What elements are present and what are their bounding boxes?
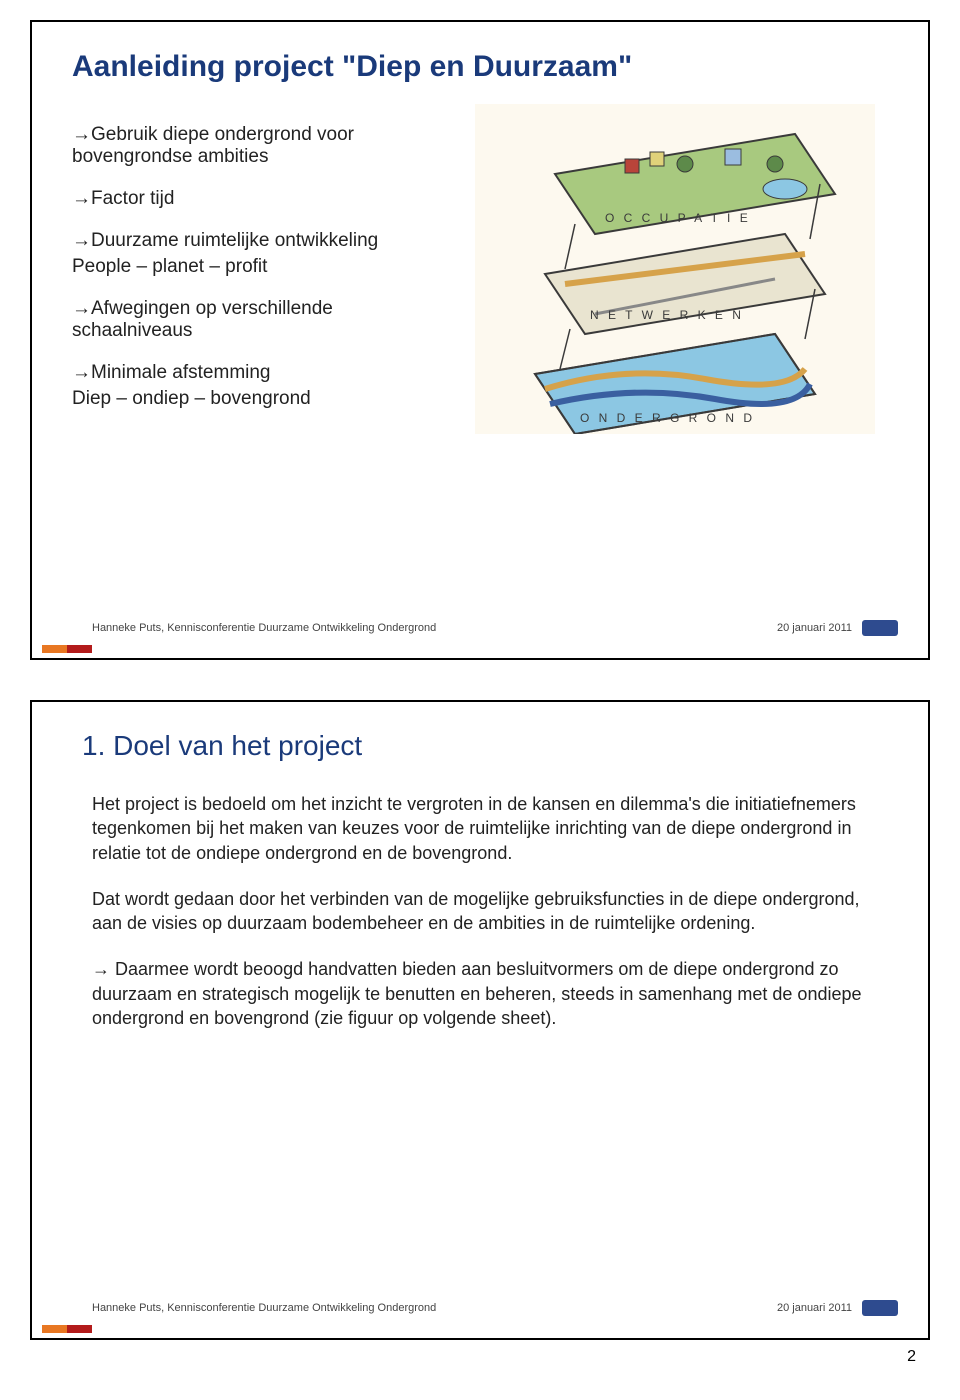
bullet-3-sub: People – planet – profit (72, 256, 432, 278)
slide2-body: Het project is bedoeld om het inzicht te… (32, 782, 928, 1030)
bullet-5: Minimale afstemming (72, 362, 432, 384)
slide2-p1: Het project is bedoeld om het inzicht te… (92, 792, 868, 865)
accent-bar (42, 640, 92, 648)
slide1-figure-container: O C C U P A T I E N E T W E R K E N O (462, 104, 888, 434)
layer-ondergrond: O N D E R G R O N D (535, 334, 815, 434)
slide1-bullets: Gebruik diepe ondergrond voor bovengrond… (72, 104, 432, 434)
page-number: 2 (907, 1348, 916, 1366)
slide-1: Aanleiding project "Diep en Duurzaam" Ge… (30, 20, 930, 660)
slide2-footer: Hanneke Puts, Kennisconferentie Duurzame… (92, 1300, 898, 1316)
bullet-5-sub: Diep – ondiep – bovengrond (72, 388, 432, 410)
accent-bar-2 (42, 1320, 92, 1328)
slide2-title: 1. Doel van het project (32, 702, 928, 782)
label-occupatie: O C C U P A T I E (605, 211, 751, 225)
bullet-3: Duurzame ruimtelijke ontwikkeling (72, 230, 432, 252)
slide-2: 1. Doel van het project Het project is b… (30, 700, 930, 1340)
bullet-4: Afwegingen op verschillende schaalniveau… (72, 298, 432, 342)
tno-logo-icon-2 (862, 1300, 898, 1316)
tno-logo-icon (862, 620, 898, 636)
slide1-body: Gebruik diepe ondergrond voor bovengrond… (32, 94, 928, 434)
layer-occupatie: O C C U P A T I E (555, 134, 835, 234)
slide1-footer: Hanneke Puts, Kennisconferentie Duurzame… (92, 620, 898, 636)
footer-left: Hanneke Puts, Kennisconferentie Duurzame… (92, 622, 436, 634)
slide2-p3: Daarmee wordt beoogd handvatten bieden a… (92, 957, 868, 1030)
layer-netwerken: N E T W E R K E N (545, 234, 825, 334)
footer-left-2: Hanneke Puts, Kennisconferentie Duurzame… (92, 1302, 436, 1314)
label-netwerken: N E T W E R K E N (590, 308, 744, 322)
slide1-title: Aanleiding project "Diep en Duurzaam" (32, 22, 928, 94)
footer-date: 20 januari 2011 (777, 622, 852, 634)
bullet-1: Gebruik diepe ondergrond voor bovengrond… (72, 124, 432, 168)
layers-diagram: O C C U P A T I E N E T W E R K E N O (475, 104, 875, 434)
label-ondergrond: O N D E R G R O N D (580, 411, 755, 425)
footer-date-2: 20 januari 2011 (777, 1302, 852, 1314)
bullet-2: Factor tijd (72, 188, 432, 210)
slide2-p2: Dat wordt gedaan door het verbinden van … (92, 887, 868, 936)
